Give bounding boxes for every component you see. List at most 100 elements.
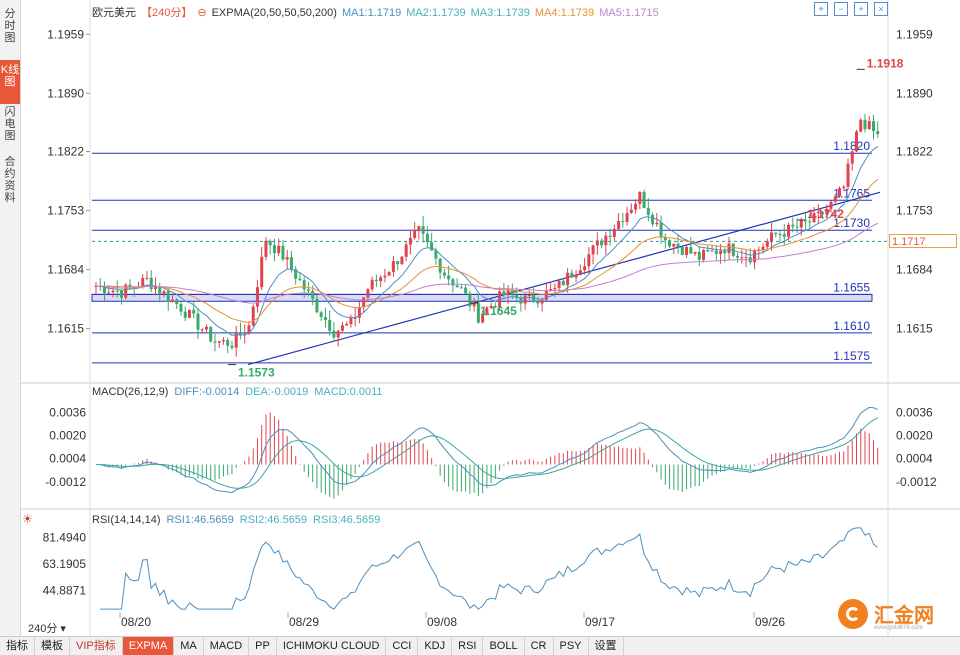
rsi-tick-label: 63.1905	[43, 557, 87, 571]
macd-dea: DEA:-0.0019	[245, 386, 309, 398]
candle	[816, 212, 820, 214]
candle	[642, 192, 646, 209]
candle	[668, 240, 672, 247]
circle-icon[interactable]: ⊖	[197, 7, 207, 19]
tab-ma[interactable]: MA	[174, 637, 204, 655]
period-label: 【240分】	[141, 7, 193, 19]
candle	[821, 212, 825, 215]
candle	[400, 256, 404, 265]
y-tick-label-right: 1.1822	[896, 145, 933, 159]
candle	[536, 301, 540, 304]
tab-kdj[interactable]: KDJ	[418, 637, 453, 655]
symbol-label: 欧元美元	[92, 7, 136, 19]
candle	[549, 289, 553, 291]
candle	[540, 300, 544, 304]
macd-tick-label-right: -0.0012	[896, 475, 937, 489]
ma1-label: MA1:1.1719	[341, 7, 402, 19]
candle	[850, 151, 854, 164]
candle	[710, 250, 714, 252]
macd-header: MACD(26,12,9) DIFF:-0.0014 DEA:-0.0019 MACD…	[92, 386, 389, 398]
expma-line	[96, 222, 879, 304]
candle	[285, 257, 289, 260]
tab-ichimoku-cloud[interactable]: ICHIMOKU CLOUD	[277, 637, 387, 655]
candle	[362, 297, 366, 308]
candle	[451, 279, 455, 286]
sun-icon[interactable]: ☀	[22, 512, 33, 526]
tab-cci[interactable]: CCI	[386, 637, 419, 655]
candle	[804, 220, 808, 222]
plus-icon[interactable]: +	[854, 2, 868, 16]
candle	[255, 287, 259, 307]
candle	[179, 304, 183, 312]
macd-tick-label-right: 0.0020	[896, 429, 933, 443]
sidebar-item-contract[interactable]: 合约资料	[4, 156, 16, 204]
candle	[251, 306, 255, 326]
minus-icon[interactable]: −	[834, 2, 848, 16]
sidebar-item-timeshare[interactable]: 分时图	[4, 8, 16, 44]
rsi-tick-label: 44.8871	[43, 583, 87, 597]
tab-rsi[interactable]: RSI	[452, 637, 484, 655]
horizontal-line-label: 1.1610	[833, 319, 870, 333]
candle	[162, 291, 166, 294]
tab-vip指标[interactable]: VIP指标	[70, 637, 123, 655]
tab-macd[interactable]: MACD	[204, 637, 250, 655]
close-icon[interactable]: ×	[874, 2, 888, 16]
candle	[685, 247, 689, 255]
candle	[706, 250, 710, 252]
annotation-label: 1.1573	[238, 366, 275, 380]
tab-设置[interactable]: 设置	[589, 637, 624, 655]
annotation-label: 1.1742	[807, 207, 844, 221]
tab-expma[interactable]: EXPMA	[122, 637, 175, 655]
chart-canvas[interactable]: 1.18201.17651.17301.16551.16101.15751.19…	[0, 0, 960, 636]
chart-header: 欧元美元 【240分】 ⊖ EXPMA(20,50,50,50,200) MA1:1.1…	[92, 4, 664, 20]
candle	[731, 243, 735, 256]
ma2-label: MA2:1.1739	[406, 7, 466, 19]
candle	[277, 245, 281, 254]
candle	[736, 255, 740, 258]
candle	[183, 311, 187, 318]
candle	[434, 250, 438, 259]
candle	[587, 254, 591, 267]
candle	[353, 317, 357, 319]
candle	[617, 221, 621, 229]
period-selector[interactable]: 240分 ▾	[28, 620, 66, 636]
tab-模板[interactable]: 模板	[35, 637, 70, 655]
sidebar-item-kline[interactable]: K线图	[0, 60, 20, 104]
expma-line	[96, 146, 879, 336]
candle	[799, 220, 803, 228]
tab-psy[interactable]: PSY	[554, 637, 589, 655]
candle	[600, 240, 604, 246]
candle	[561, 280, 565, 286]
macd-tick-label-right: 0.0004	[896, 452, 933, 466]
candle	[655, 222, 659, 225]
candle	[238, 332, 242, 336]
tab-cr[interactable]: CR	[525, 637, 554, 655]
sidebar-item-flash[interactable]: 闪电图	[4, 106, 16, 142]
candle	[315, 298, 319, 313]
candle	[778, 234, 782, 236]
annotation-label: 1.1918	[867, 56, 904, 70]
indicator-label: EXPMA(20,50,50,50,200)	[211, 7, 337, 19]
tab-pp[interactable]: PP	[249, 637, 277, 655]
tab-指标[interactable]: 指标	[0, 637, 35, 655]
candle	[349, 318, 353, 325]
candle	[200, 329, 204, 331]
candle	[553, 287, 557, 290]
candle	[765, 241, 769, 247]
candle	[689, 247, 693, 254]
candle	[506, 290, 510, 296]
rsi3-label: RSI3:46.5659	[313, 514, 381, 526]
tab-boll[interactable]: BOLL	[483, 637, 525, 655]
x-tick-label: 09/08	[427, 615, 457, 629]
logo-icon	[838, 599, 868, 629]
macd-value: MACD:0.0011	[314, 386, 383, 398]
expma-line	[96, 178, 879, 323]
candle	[808, 221, 812, 223]
candle	[306, 289, 310, 291]
candle	[502, 291, 506, 296]
crosshair-icon[interactable]: ⌖	[814, 2, 828, 16]
candle	[680, 247, 684, 255]
candle	[158, 286, 162, 294]
candle	[187, 309, 191, 318]
candle	[663, 237, 667, 241]
